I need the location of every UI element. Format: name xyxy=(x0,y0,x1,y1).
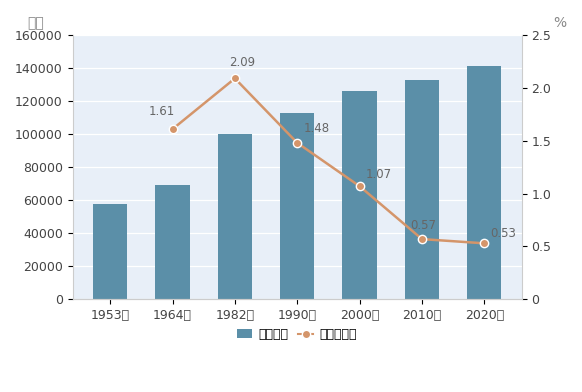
Bar xyxy=(280,113,314,299)
Text: 2.09: 2.09 xyxy=(229,56,255,69)
Bar xyxy=(93,203,127,299)
Bar xyxy=(218,134,252,299)
Bar xyxy=(467,66,502,299)
Bar xyxy=(342,91,377,299)
Bar xyxy=(155,185,190,299)
Text: 1.07: 1.07 xyxy=(366,168,392,181)
Text: 1.48: 1.48 xyxy=(303,122,329,135)
Text: 1.61: 1.61 xyxy=(149,105,175,118)
Text: 万人: 万人 xyxy=(28,16,44,30)
Text: 0.57: 0.57 xyxy=(411,218,436,232)
Text: %: % xyxy=(553,16,567,30)
Text: 0.53: 0.53 xyxy=(491,227,516,240)
Bar xyxy=(405,80,439,299)
Legend: 全国人口, 年均增长率: 全国人口, 年均增长率 xyxy=(232,323,362,346)
